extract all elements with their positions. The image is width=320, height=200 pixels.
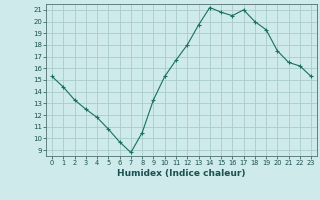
X-axis label: Humidex (Indice chaleur): Humidex (Indice chaleur) bbox=[117, 169, 246, 178]
